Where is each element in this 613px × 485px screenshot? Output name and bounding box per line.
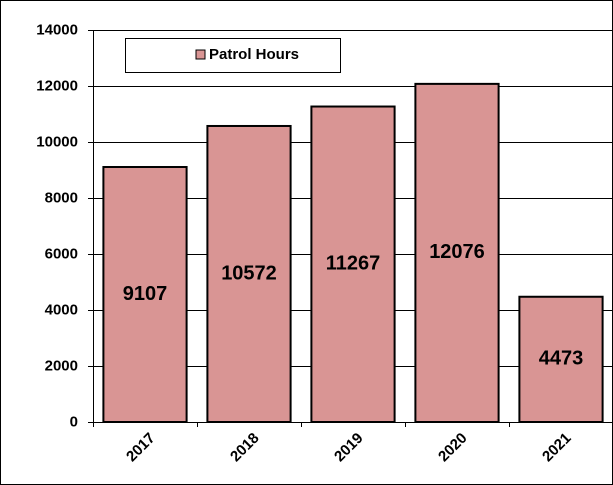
y-tick-label: 2000	[45, 357, 78, 374]
value-label: 11267	[326, 253, 381, 275]
bar	[310, 105, 396, 424]
bar	[414, 82, 500, 423]
legend-swatch	[195, 49, 206, 60]
y-tick-label: 14000	[36, 21, 78, 38]
y-tick-label: 10000	[36, 133, 78, 150]
y-tick-label: 8000	[45, 189, 78, 206]
legend-label: Patrol Hours	[209, 46, 299, 63]
y-tick-label: 4000	[45, 301, 78, 318]
bar	[102, 166, 188, 423]
value-label: 4473	[539, 348, 584, 370]
y-tick-label: 6000	[45, 245, 78, 262]
value-label: 9107	[123, 283, 168, 305]
legend-box	[125, 38, 341, 73]
bar	[518, 295, 604, 424]
y-tick-label: 12000	[36, 77, 78, 94]
y-tick-label: 0	[70, 413, 78, 430]
value-label: 12076	[429, 241, 485, 263]
bar	[206, 124, 292, 423]
value-label: 10572	[221, 262, 277, 284]
